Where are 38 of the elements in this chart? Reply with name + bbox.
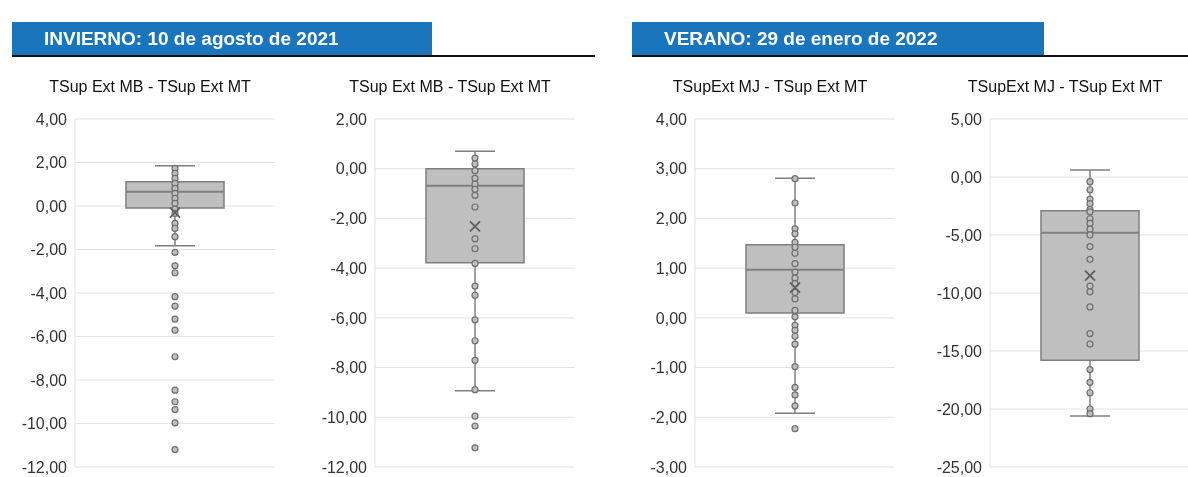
y-tick-label: 3,00 xyxy=(655,160,688,178)
chart-title: TSup Ext MB - TSup Ext MT xyxy=(348,78,552,97)
y-tick-label: -12,00 xyxy=(321,458,368,476)
y-tick-label: -5,00 xyxy=(945,226,983,244)
y-tick-label: -6,00 xyxy=(30,328,68,346)
y-tick-label: 4,00 xyxy=(35,110,68,128)
y-tick-label: 2,00 xyxy=(335,110,368,128)
text: VERANO: 29 de enero de 2022 xyxy=(632,22,1044,55)
y-tick-label: -25,00 xyxy=(936,458,983,476)
y-tick-label: -4,00 xyxy=(330,259,368,277)
y-tick-label: -6,00 xyxy=(330,309,368,327)
y-tick-label: -20,00 xyxy=(936,400,983,418)
y-tick-label: 2,00 xyxy=(35,154,68,172)
y-tick-label: -8,00 xyxy=(30,371,68,389)
y-tick-label: -4,00 xyxy=(30,284,68,302)
text: INVIERNO: 10 de agosto de 2021 xyxy=(12,22,432,55)
chart-title: TSup Ext MB - TSup Ext MT xyxy=(48,78,252,97)
y-tick-label: -10,00 xyxy=(321,408,368,426)
y-tick-label: -3,00 xyxy=(650,458,688,476)
y-tick-label: -10,00 xyxy=(21,415,68,433)
y-tick-label: 0,00 xyxy=(335,160,368,178)
y-tick-label: 1,00 xyxy=(655,259,688,277)
y-tick-label: 2,00 xyxy=(655,210,688,228)
y-tick-label: -8,00 xyxy=(330,359,368,377)
y-tick-label: -12,00 xyxy=(21,458,68,476)
y-tick-label: 5,00 xyxy=(950,110,983,128)
y-tick-label: -10,00 xyxy=(936,284,983,302)
y-tick-label: -2,00 xyxy=(650,408,688,426)
y-tick-label: 0,00 xyxy=(655,309,688,327)
y-tick-label: 4,00 xyxy=(655,110,688,128)
y-tick-label: -2,00 xyxy=(30,241,68,259)
y-tick-label: -1,00 xyxy=(650,359,688,377)
chart-title: TSupExt MJ - TSup Ext MT xyxy=(671,78,869,97)
y-tick-label: 0,00 xyxy=(35,197,68,215)
y-tick-label: 0,00 xyxy=(950,168,983,186)
y-tick-label: -15,00 xyxy=(936,342,983,360)
y-tick-label: -2,00 xyxy=(330,210,368,228)
chart-title: TSupExt MJ - TSup Ext MT xyxy=(966,78,1164,97)
